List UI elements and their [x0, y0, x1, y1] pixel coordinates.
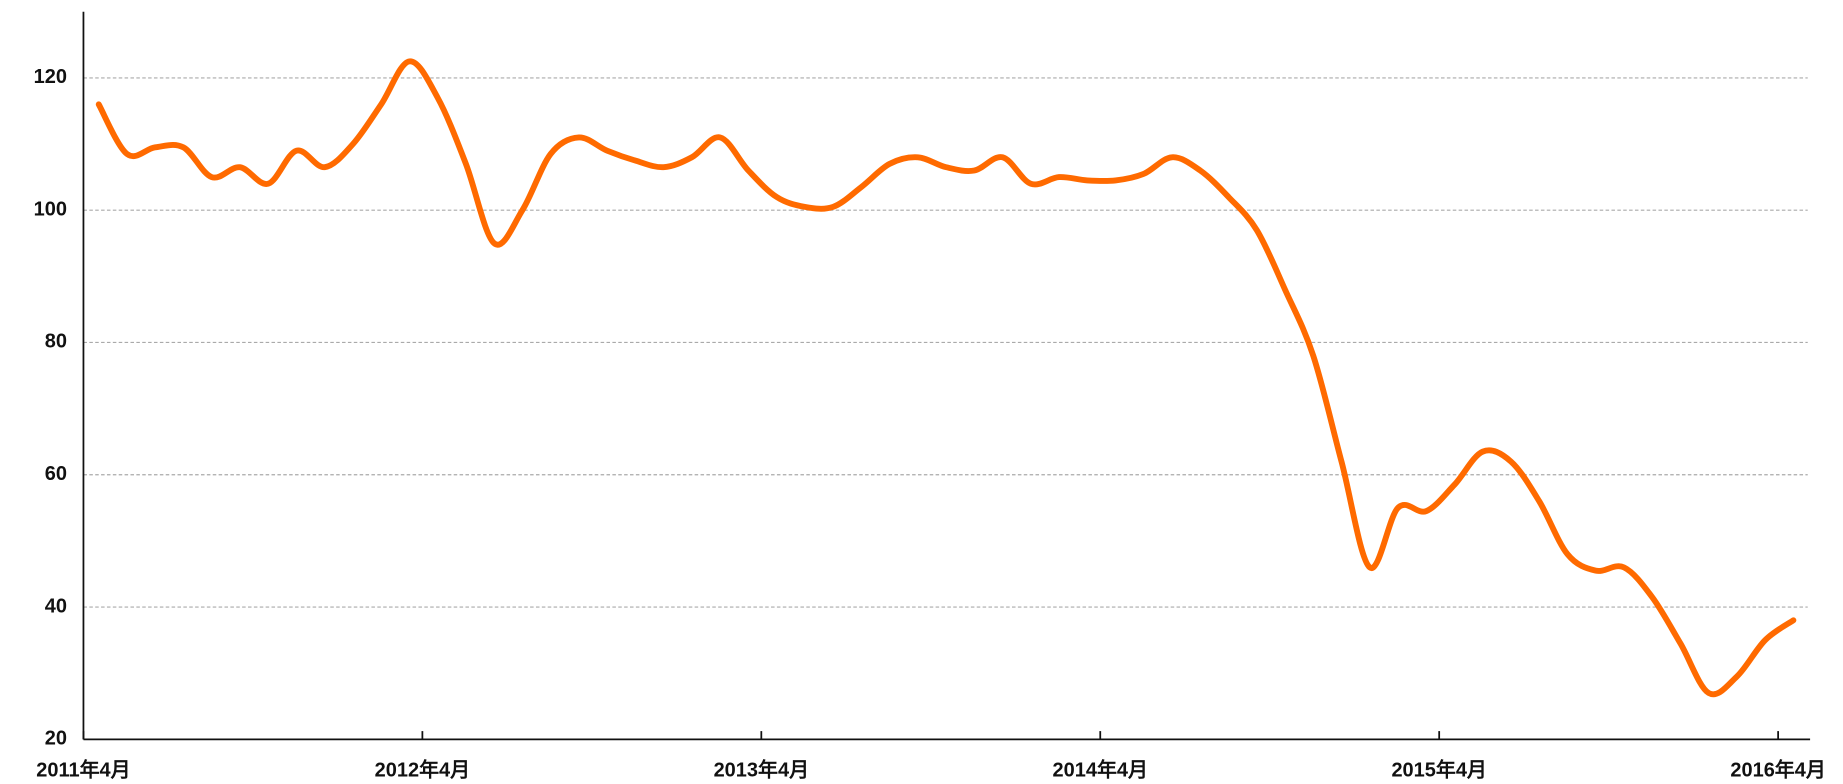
- x-tick-label: 2011年4月: [36, 757, 130, 781]
- x-tick-label: 2016年4月: [1730, 757, 1825, 781]
- y-tick-label: 100: [34, 198, 67, 220]
- line: [95, 58, 1797, 698]
- y-tick-label: 120: [34, 66, 67, 88]
- y-tick-label: 60: [45, 463, 67, 485]
- y-tick-label: 80: [45, 331, 67, 353]
- x-tick-label: 2012年4月: [375, 757, 470, 781]
- x-tick-label: 2014年4月: [1053, 757, 1148, 781]
- x-tick-label: 2013年4月: [714, 757, 809, 781]
- y-tick-label: 40: [45, 595, 67, 617]
- y-tick-label: 20: [45, 728, 67, 750]
- x-tick-label: 2015年4月: [1391, 757, 1486, 781]
